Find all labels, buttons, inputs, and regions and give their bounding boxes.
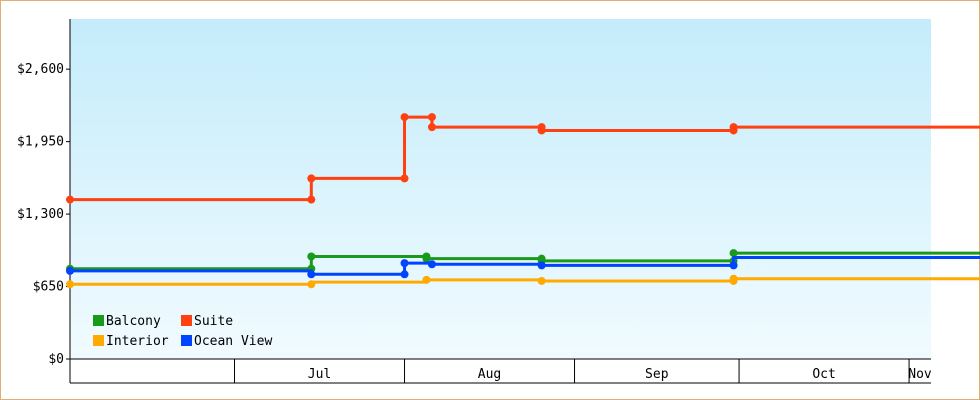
data-point-suite (427, 113, 436, 122)
x-month-label: Nov (908, 367, 932, 382)
data-point-suite (400, 113, 409, 122)
data-point-suite (400, 174, 409, 183)
x-axis-month-labels: JulAugSepOctNovDecJanFebMarAprMayJunJulA… (234, 359, 932, 383)
legend-swatch-interior (93, 335, 104, 346)
data-point-suite (729, 123, 738, 132)
data-point-balcony (729, 249, 738, 258)
data-point-ocean-view (400, 259, 409, 268)
data-point-balcony (307, 252, 316, 261)
data-point-suite (537, 126, 546, 135)
data-point-interior (537, 276, 546, 285)
legend-label-ocean-view: Ocean View (194, 334, 272, 349)
data-point-suite (427, 123, 436, 132)
data-point-interior (422, 275, 431, 284)
data-point-ocean-view (427, 260, 436, 269)
series-line-suite (70, 115, 980, 202)
x-month-label: Oct (812, 367, 835, 382)
legend-label-interior: Interior (106, 334, 169, 349)
y-tick-label: $650 (33, 280, 64, 295)
y-axis-ticks: $0 $650 $1,300 $1,950 $2,600 (17, 62, 70, 367)
data-point-suite (307, 195, 316, 204)
series-line-ocean-view (70, 256, 980, 276)
y-tick-label: $1,300 (17, 207, 64, 222)
data-point-ocean-view (400, 270, 409, 279)
legend: Balcony Suite Interior Ocean View (93, 314, 272, 349)
plot-background (70, 19, 931, 359)
data-point-balcony (422, 254, 431, 263)
x-month-label: Sep (645, 367, 669, 382)
data-point-interior (66, 280, 74, 289)
x-month-label: Aug (478, 367, 501, 382)
data-point-interior (729, 274, 738, 283)
legend-label-balcony: Balcony (106, 314, 161, 329)
y-tick-label: $0 (48, 352, 64, 367)
y-tick-label: $2,600 (17, 62, 64, 77)
data-point-ocean-view (66, 266, 74, 275)
data-point-suite (307, 174, 316, 183)
legend-swatch-balcony (93, 315, 104, 326)
data-point-ocean-view (729, 261, 738, 270)
x-month-label: Jul (308, 367, 331, 382)
series-lines (66, 113, 980, 289)
data-point-interior (307, 280, 316, 289)
data-point-ocean-view (537, 261, 546, 270)
legend-label-suite: Suite (194, 314, 233, 329)
y-tick-label: $1,950 (17, 135, 64, 150)
data-point-ocean-view (307, 270, 316, 279)
legend-swatch-suite (181, 315, 192, 326)
legend-swatch-ocean-view (181, 335, 192, 346)
data-point-suite (66, 195, 74, 204)
